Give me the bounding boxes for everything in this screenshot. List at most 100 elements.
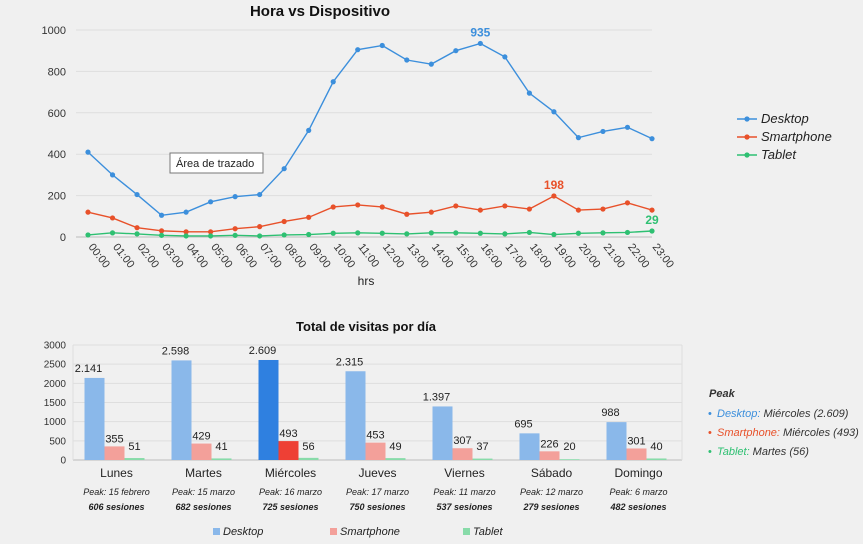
peak-item-device: Desktop: [717,408,760,420]
data-point-tablet [453,230,459,236]
line-chart-x-tick-label: 06:00 [233,241,259,270]
category-label: Domingo [614,466,662,480]
data-point-desktop [551,109,557,115]
peak-item-device: Tablet: [717,446,750,458]
peak-item: Desktop: Miércoles (2.609) [717,408,849,420]
tooltip-text: Área de trazado [176,157,254,170]
bar-desktop [606,422,627,460]
legend-swatch-marker [744,134,750,140]
data-point-smartphone [600,206,606,212]
category-label: Lunes [100,466,133,480]
data-point-smartphone [330,204,336,210]
peak-sessions-label: 750 sesiones [349,502,405,512]
data-point-smartphone [404,211,410,217]
data-point-desktop [502,54,508,60]
line-chart-x-axis-label: hrs [358,274,375,288]
legend-swatch-smartphone [330,528,337,535]
data-point-tablet [355,230,361,236]
peak-date-label: Peak: 6 marzo [609,487,667,497]
line-chart-x-tick-label: 05:00 [208,241,234,270]
bar-data-label: 49 [389,441,401,453]
line-chart-y-tick-label: 400 [48,149,66,161]
data-point-desktop [306,127,312,133]
line-chart-x-tick-label: 22:00 [625,241,651,270]
line-chart-x-tick-label: 16:00 [478,241,504,270]
bar-chart-y-tick-label: 1000 [44,417,67,428]
category-label: Viernes [444,466,484,480]
legend-label-tablet: Tablet [473,526,504,538]
legend-swatch-marker [744,152,750,158]
data-point-tablet [477,230,483,236]
category-label: Miércoles [265,466,316,480]
data-point-tablet [379,230,385,236]
bar-desktop [84,377,105,460]
bar-data-label: 2.315 [336,356,364,368]
peak-date-label: Peak: 15 febrero [83,487,150,497]
legend-label-desktop: Desktop [761,111,809,126]
data-point-tablet [404,231,410,237]
bar-data-label: 355 [105,433,123,445]
category-label: Sábado [531,466,573,480]
data-point-tablet [183,233,189,239]
data-point-desktop [134,191,140,198]
bar-tablet [298,457,319,460]
data-point-desktop [600,128,606,135]
bar-smartphone [278,441,299,460]
data-point-tablet [281,232,287,238]
data-point-smartphone [551,193,557,199]
line-chart-x-tick-label: 01:00 [110,241,136,270]
data-point-tablet [551,231,557,238]
line-chart-x-tick-label: 18:00 [527,241,553,270]
peak-bullet: • [708,446,712,458]
line-chart-x-tick-label: 00:00 [86,241,112,270]
line-chart-y-tick-label: 600 [48,108,66,120]
bar-smartphone [626,448,647,460]
data-point-desktop [624,124,631,130]
category-label: Martes [185,466,222,480]
data-point-tablet [526,229,532,236]
tooltip-box [169,152,264,174]
peak-sessions-label: 482 sesiones [609,502,666,512]
data-point-smartphone [428,209,434,215]
bar-data-label: 20 [563,441,575,453]
bar-chart-y-tick-label: 2000 [44,379,67,390]
peak-item: Tablet: Martes (56) [717,446,809,458]
bar-desktop [432,406,453,460]
peak-sessions-label: 606 sesiones [88,502,144,512]
line-chart-series: 935 198 29 [85,25,659,239]
data-point-smartphone [85,209,91,215]
line-chart-y-tick-label: 800 [48,66,66,78]
data-point-tablet [158,232,165,238]
bar-chart-y-tick-label: 500 [49,436,66,447]
line-chart-x-tick-label: 15:00 [453,241,479,270]
data-point-desktop [453,48,459,54]
peak-date-label: Peak: 17 marzo [346,487,409,497]
line-chart-x-tick-label: 19:00 [552,241,578,270]
line-chart-x-tick-label: 20:00 [576,241,602,270]
peak-date-label: Peak: 16 marzo [259,487,322,497]
bar-chart-title: Total de visitas por día [296,319,437,334]
bar-smartphone [104,446,125,460]
data-point-tablet [330,230,336,236]
data-point-tablet [502,231,508,237]
data-point-smartphone [183,229,189,235]
bar-desktop [519,433,540,460]
data-point-smartphone [257,224,263,230]
data-point-tablet [85,232,91,238]
legend-label-desktop: Desktop [223,526,263,538]
category-label: Jueves [358,466,396,480]
data-point-tablet [208,233,214,239]
peak-bullet: • [708,408,712,420]
peak-label-desktop: 935 [470,25,490,39]
peak-date-label: Peak: 12 marzo [520,487,583,497]
bar-data-label: 307 [453,435,471,447]
line-chart-legend[interactable]: Desktop Smartphone Tablet [737,111,832,162]
legend-label-smartphone: Smartphone [340,526,400,538]
peak-item-value: Miércoles (493) [780,427,859,439]
bar-chart-legend[interactable]: Desktop Smartphone Tablet [213,526,504,538]
data-point-smartphone [526,206,532,212]
bar-data-label: 1.397 [423,391,451,403]
bar-tablet [472,458,493,460]
data-point-tablet [649,228,655,234]
data-point-desktop [330,79,336,85]
